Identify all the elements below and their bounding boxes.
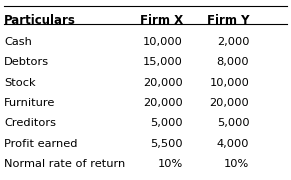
- Text: 20,000: 20,000: [143, 78, 183, 88]
- Text: Profit earned: Profit earned: [4, 139, 78, 149]
- Text: 20,000: 20,000: [143, 98, 183, 108]
- Text: 5,000: 5,000: [217, 118, 249, 128]
- Text: 10,000: 10,000: [143, 37, 183, 47]
- Text: Particulars: Particulars: [4, 14, 76, 27]
- Text: Creditors: Creditors: [4, 118, 56, 128]
- Text: Firm X: Firm X: [140, 14, 183, 27]
- Text: 5,500: 5,500: [150, 139, 183, 149]
- Text: 4,000: 4,000: [217, 139, 249, 149]
- Text: Cash: Cash: [4, 37, 32, 47]
- Text: 5,000: 5,000: [150, 118, 183, 128]
- Text: 10%: 10%: [158, 159, 183, 169]
- Text: Debtors: Debtors: [4, 57, 49, 67]
- Text: Normal rate of return: Normal rate of return: [4, 159, 125, 169]
- Text: Furniture: Furniture: [4, 98, 56, 108]
- Text: 10%: 10%: [224, 159, 249, 169]
- Text: 2,000: 2,000: [217, 37, 249, 47]
- Text: Stock: Stock: [4, 78, 36, 88]
- Text: 8,000: 8,000: [217, 57, 249, 67]
- Text: 10,000: 10,000: [210, 78, 249, 88]
- Text: 15,000: 15,000: [143, 57, 183, 67]
- Text: 20,000: 20,000: [210, 98, 249, 108]
- Text: Firm Y: Firm Y: [207, 14, 249, 27]
